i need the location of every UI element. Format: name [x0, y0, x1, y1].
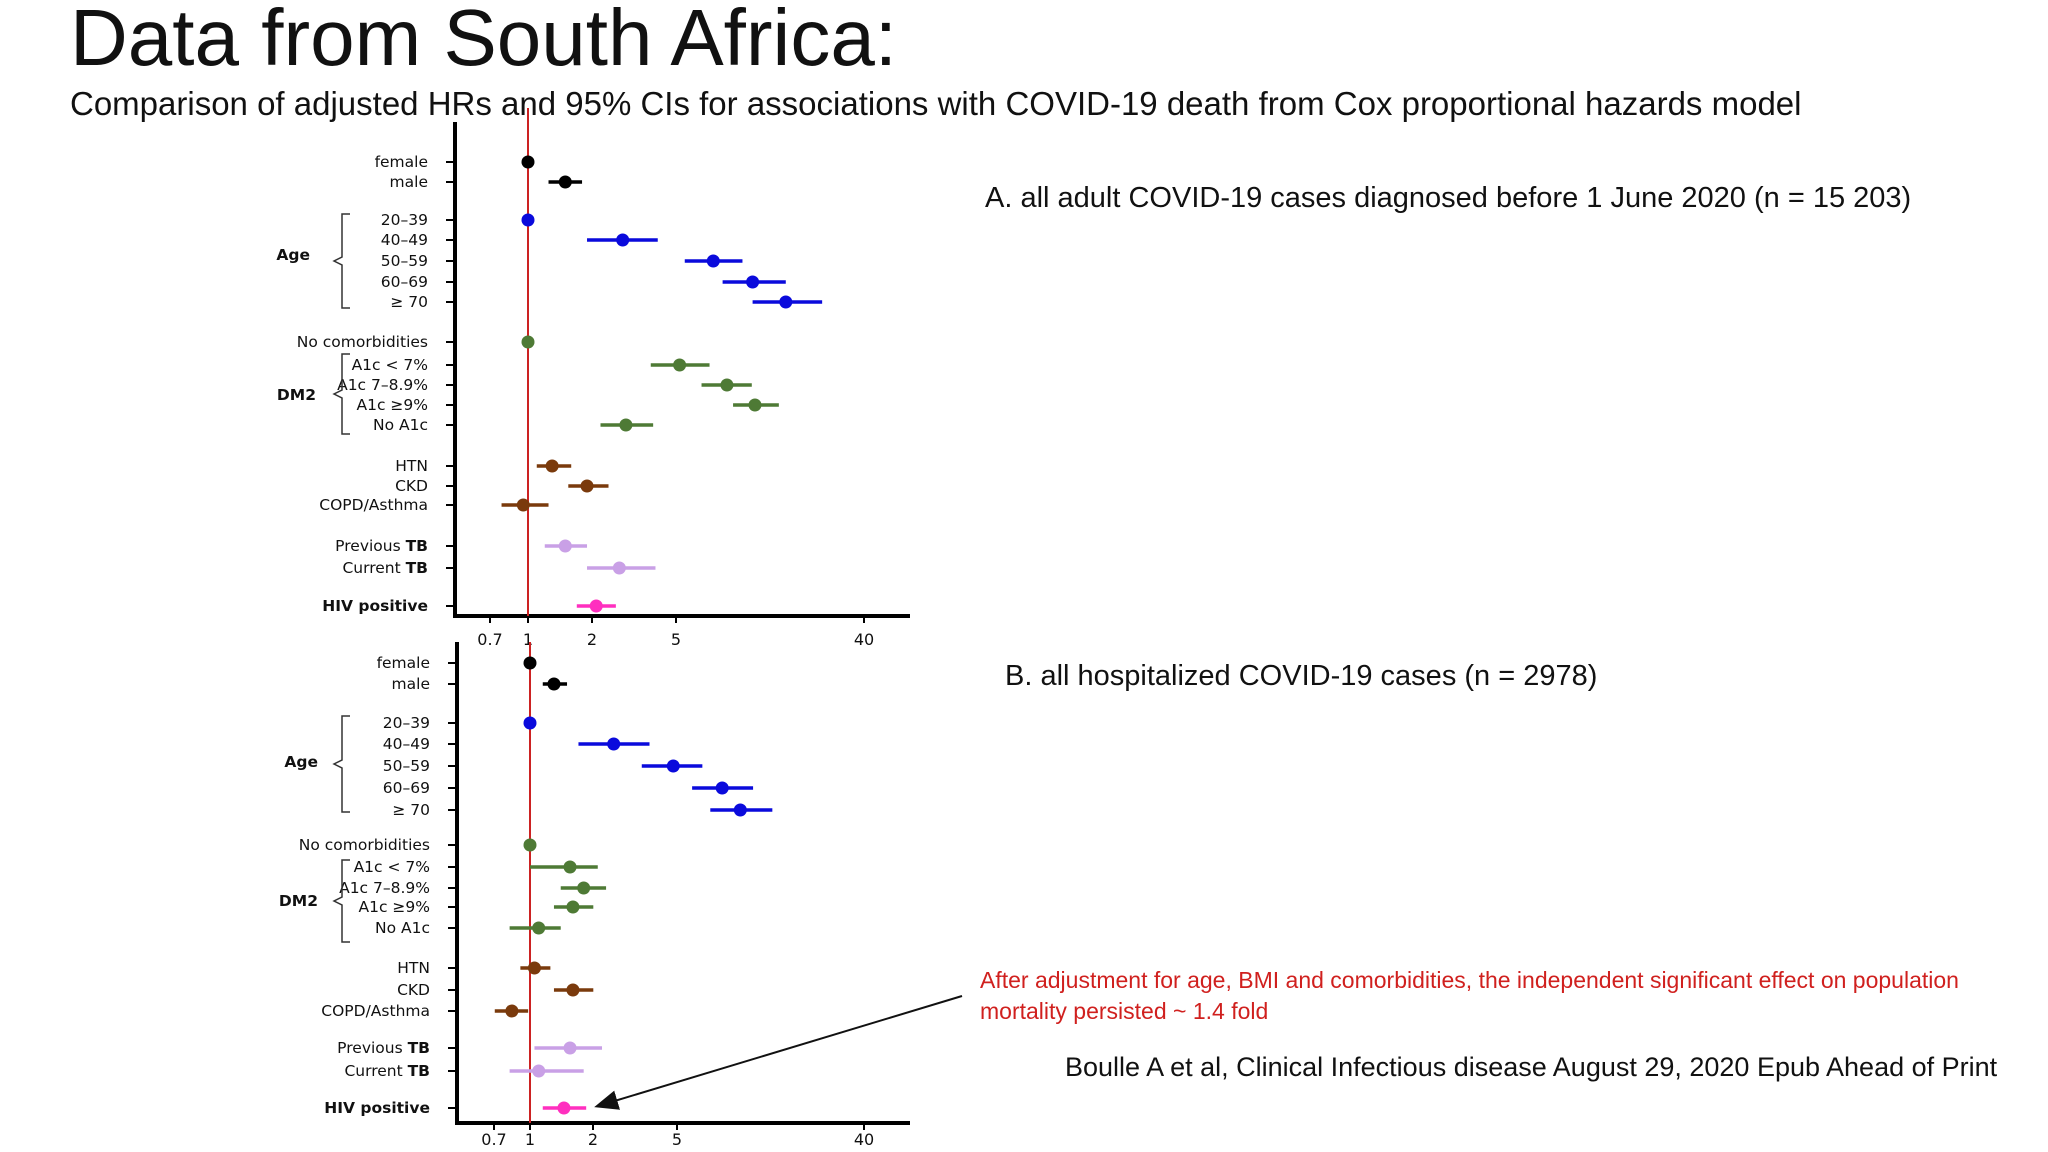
- panel-b-hr-point: [563, 860, 577, 874]
- slide-title: Data from South Africa:: [70, 0, 898, 82]
- panel-a-group-label: Age: [276, 246, 310, 264]
- panel-b-row-label: A1c 7–8.9%: [339, 879, 430, 897]
- panel-a-x-tick-label: 2: [587, 630, 597, 649]
- panel-b-row-label: female: [377, 654, 430, 672]
- panel-a-hr-point: [516, 498, 530, 512]
- panel-a-hr-point: [706, 254, 720, 268]
- panel-a-hr-point: [612, 561, 626, 575]
- panel-b-x-tick-label: 0.7: [481, 1130, 506, 1149]
- panel-a-row-label: female: [375, 153, 428, 171]
- panel-a-hr-point: [720, 378, 734, 392]
- panel-a-row-label: A1c 7–8.9%: [337, 376, 428, 394]
- panel-b-row-label: COPD/Asthma: [321, 1002, 430, 1020]
- panel-a-row-label: CKD: [395, 477, 428, 495]
- panel-b-row-label: HTN: [397, 959, 430, 977]
- panel-b-row-label: CKD: [397, 981, 430, 999]
- panel-a-group-bracket: [332, 213, 350, 309]
- panel-a-hr-point: [521, 213, 535, 227]
- panel-a-hr-point: [558, 175, 572, 189]
- panel-a-row-label: 60–69: [381, 273, 428, 291]
- panel-b-x-tick-label: 2: [588, 1130, 598, 1149]
- citation: Boulle A et al, Clinical Infectious dise…: [1065, 1052, 1998, 1082]
- panel-a-row-label: A1c ≥9%: [357, 396, 429, 414]
- panel-a-x-tick-label: 40: [854, 630, 874, 649]
- panel-a-row-label: A1c < 7%: [352, 356, 428, 374]
- panel-a-row-label: ≥ 70: [390, 293, 428, 311]
- panel-b-row-label: 60–69: [383, 779, 430, 797]
- panel-b-x-tick-label: 5: [672, 1130, 682, 1149]
- panel-a-x-tick-label: 1: [523, 630, 533, 649]
- panel-b-hr-point: [577, 881, 591, 895]
- panel-a-hr-point: [521, 155, 535, 169]
- panel-b-row-label: male: [392, 675, 430, 693]
- panel-b-hr-point: [523, 656, 537, 670]
- panel-a-x-tick-label: 5: [671, 630, 681, 649]
- panel-b-x-tick-label: 40: [854, 1130, 874, 1149]
- panel-b-group-bracket: [332, 715, 350, 813]
- panel-a-group-bracket: [332, 353, 350, 435]
- panel-b-row-label: Previous TB: [337, 1039, 430, 1057]
- panel-a-hr-point: [616, 233, 630, 247]
- panel-b-hr-point: [557, 1101, 571, 1115]
- panel-a-row-label: Previous TB: [335, 537, 428, 555]
- panel-a-hr-point: [746, 275, 760, 289]
- panel-a-label: A. all adult COVID-19 cases diagnosed be…: [985, 182, 1912, 214]
- panel-b-row-label: 40–49: [383, 735, 430, 753]
- panel-a-row-label: Current TB: [342, 559, 428, 577]
- panel-b-row-label: No comorbidities: [299, 836, 430, 854]
- panel-a-hr-point: [589, 599, 603, 613]
- panel-b-hr-point: [607, 737, 621, 751]
- panel-a-hr-point: [619, 418, 633, 432]
- panel-b-hr-point: [505, 1004, 519, 1018]
- panel-b-hr-point: [715, 781, 729, 795]
- panel-b-row-label: A1c ≥9%: [359, 898, 431, 916]
- panel-b-hr-point: [547, 677, 561, 691]
- annotation-arrow: [594, 995, 963, 1110]
- panel-a-hr-point: [545, 459, 559, 473]
- panel-a-group-label: DM2: [277, 386, 316, 404]
- panel-b-group-label: Age: [284, 753, 318, 771]
- panel-b-x-tick-label: 1: [525, 1130, 535, 1149]
- panel-b-hr-point: [527, 961, 541, 975]
- panel-a-hr-point: [748, 398, 762, 412]
- panel-b-hr-point: [566, 900, 580, 914]
- panel-b-group-label: DM2: [279, 892, 318, 910]
- panel-b-group-bracket: [332, 859, 350, 943]
- panel-a-row-label: COPD/Asthma: [319, 496, 428, 514]
- panel-a-row-label: male: [390, 173, 428, 191]
- panel-b-row-label: HIV positive: [324, 1099, 430, 1117]
- panel-a-row-label: No A1c: [373, 416, 428, 434]
- panel-b-row-label: ≥ 70: [392, 801, 430, 819]
- panel-a-row-label: 40–49: [381, 231, 428, 249]
- panel-a-hr-point: [779, 295, 793, 309]
- panel-b-row-label: 20–39: [383, 714, 430, 732]
- panel-a-hr-point: [558, 539, 572, 553]
- panel-a-row-label: 50–59: [381, 252, 428, 270]
- panel-a-row-label: No comorbidities: [297, 333, 428, 351]
- panel-b-hr-point: [523, 838, 537, 852]
- panel-a-x-tick-label: 0.7: [477, 630, 502, 649]
- panel-a-row-label: HTN: [395, 457, 428, 475]
- panel-b-hr-point: [523, 716, 537, 730]
- panel-b-hr-point: [532, 1064, 546, 1078]
- panel-a-hr-point: [673, 358, 687, 372]
- panel-b-row-label: A1c < 7%: [354, 858, 430, 876]
- panel-b-row-label: 50–59: [383, 757, 430, 775]
- panel-b-hr-point: [733, 803, 747, 817]
- panel-b-hr-point: [532, 921, 546, 935]
- annotation-note: After adjustment for age, BMI and comorb…: [980, 967, 1959, 1024]
- panel-a-hr-point: [521, 335, 535, 349]
- panel-b-label: B. all hospitalized COVID-19 cases (n = …: [1005, 660, 1598, 692]
- panel-a-row-label: 20–39: [381, 211, 428, 229]
- panel-a-hr-point: [580, 479, 594, 493]
- panel-b-row-label: Current TB: [344, 1062, 430, 1080]
- panel-b-hr-point: [566, 983, 580, 997]
- panel-a-row-label: HIV positive: [322, 597, 428, 615]
- panel-b-row-label: No A1c: [375, 919, 430, 937]
- panel-b-hr-point: [563, 1041, 577, 1055]
- slide-subtitle: Comparison of adjusted HRs and 95% CIs f…: [70, 85, 1802, 122]
- panel-b-hr-point: [666, 759, 680, 773]
